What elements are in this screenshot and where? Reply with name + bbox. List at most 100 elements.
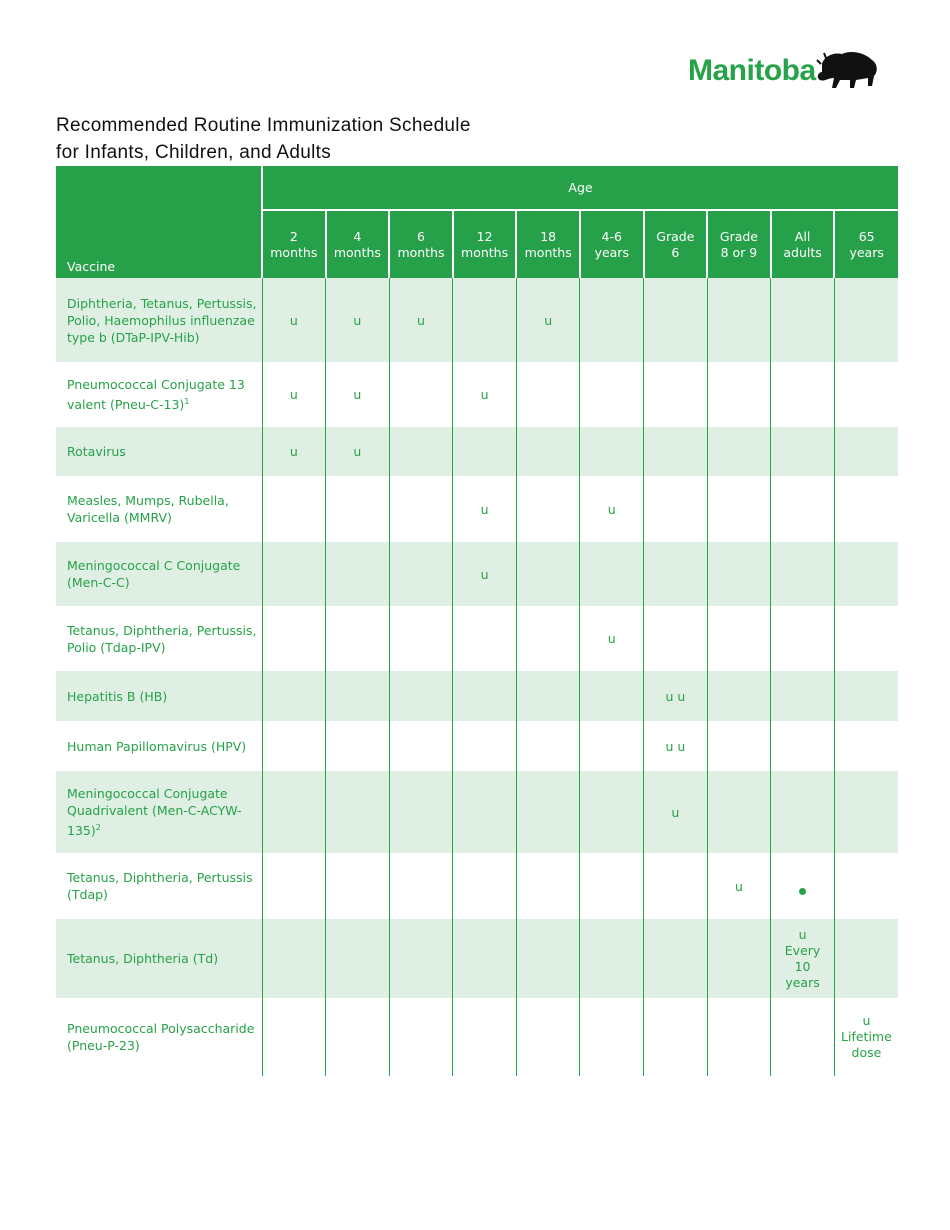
- table-row: Diphtheria, Tetanus, Pertussis, Polio, H…: [56, 278, 898, 362]
- schedule-cell: [515, 542, 580, 606]
- schedule-cell: [579, 671, 644, 721]
- schedule-cell: u: [452, 476, 517, 542]
- schedule-cell: [325, 476, 390, 542]
- schedule-cell: [452, 771, 517, 853]
- schedule-cell: [452, 853, 517, 919]
- schedule-cell: [261, 721, 326, 771]
- schedule-cell: [770, 771, 835, 853]
- schedule-cell: [579, 362, 644, 427]
- schedule-cell: [325, 919, 390, 998]
- schedule-cell: [515, 853, 580, 919]
- schedule-cell: [261, 476, 326, 542]
- schedule-cell: u: [325, 362, 390, 427]
- schedule-cell: [579, 278, 644, 362]
- table-row: Pneumococcal Conjugate 13 valent (Pneu-C…: [56, 362, 898, 427]
- schedule-cell: [452, 606, 517, 671]
- schedule-cell: [325, 853, 390, 919]
- schedule-cell: u: [325, 278, 390, 362]
- schedule-cell: [643, 919, 708, 998]
- schedule-cell: [388, 606, 453, 671]
- schedule-cell: [579, 998, 644, 1076]
- footnote-marker: 2: [95, 822, 101, 832]
- age-unit: months: [270, 244, 318, 260]
- vaccine-name: Meningococcal Conjugate Quadrivalent (Me…: [56, 771, 262, 853]
- schedule-cell: [706, 919, 771, 998]
- dose-marker: u: [480, 566, 489, 582]
- schedule-cell: [515, 362, 580, 427]
- table-row: Rotavirus u u: [56, 427, 898, 476]
- age-column-header: 12 months: [451, 210, 517, 278]
- schedule-cell: [515, 671, 580, 721]
- schedule-cell: [325, 542, 390, 606]
- schedule-cell: [515, 427, 580, 476]
- bison-icon: [815, 52, 877, 88]
- schedule-cell: [515, 771, 580, 853]
- dose-marker: u: [417, 312, 425, 328]
- vaccine-label: Measles, Mumps, Rubella, Varicella (MMRV…: [67, 493, 229, 525]
- age-unit: years: [849, 244, 884, 260]
- age-column-header: 4 months: [324, 210, 390, 278]
- schedule-cell: [770, 671, 835, 721]
- schedule-cell: u: [261, 278, 326, 362]
- schedule-cell: [388, 362, 453, 427]
- schedule-cell: [261, 853, 326, 919]
- schedule-cell: [579, 771, 644, 853]
- age-unit: months: [524, 244, 572, 260]
- schedule-cell: [388, 542, 453, 606]
- age-unit: months: [461, 244, 509, 260]
- schedule-cell: u Lifetime dose: [833, 998, 898, 1076]
- schedule-cell: u: [579, 476, 644, 542]
- schedule-cell: u: [261, 362, 326, 427]
- age-column-header: 6 months: [388, 210, 453, 278]
- vaccine-label: Diphtheria, Tetanus, Pertussis, Polio, H…: [67, 295, 257, 345]
- age-column-header: 4-6 years: [578, 210, 644, 278]
- table-row: Pneumococcal Polysaccharide (Pneu-P-23) u…: [56, 998, 898, 1076]
- table-row: Meningococcal C Conjugate (Men-C-C) u: [56, 542, 898, 606]
- age-value: 6: [417, 228, 425, 244]
- vaccine-name: Human Papillomavirus (HPV): [56, 721, 262, 771]
- dose-marker: u: [353, 444, 362, 459]
- schedule-cell: [706, 278, 771, 362]
- schedule-cell: u: [452, 362, 517, 427]
- schedule-cell: [770, 278, 835, 362]
- vaccine-name: Measles, Mumps, Rubella, Varicella (MMRV…: [56, 476, 262, 542]
- schedule-cell: u: [388, 278, 453, 362]
- age-unit: months: [397, 244, 445, 260]
- schedule-cell: [325, 671, 390, 721]
- schedule-cell: [452, 998, 517, 1076]
- schedule-cell: [452, 721, 517, 771]
- age-value: 65: [858, 228, 875, 244]
- schedule-cell: [770, 476, 835, 542]
- schedule-cell: [388, 721, 453, 771]
- schedule-cell: [770, 606, 835, 671]
- dose-marker: u u: [665, 688, 686, 704]
- age-unit: 6: [671, 244, 680, 260]
- schedule-cell: [515, 721, 580, 771]
- immunization-schedule-table: Vaccine Age 2 months 4 months 6 months 12 months 1…: [56, 166, 898, 1076]
- title-line-2: for Infants, Children, and Adults: [56, 142, 331, 163]
- schedule-cell: [833, 771, 898, 853]
- age-value: 2: [289, 228, 298, 244]
- age-column-header: 65 years: [833, 210, 898, 278]
- schedule-cell: [388, 427, 453, 476]
- dose-dot-icon: [799, 887, 807, 895]
- schedule-cell: [452, 278, 517, 362]
- schedule-cell: [261, 671, 326, 721]
- dose-marker: u: [289, 387, 298, 402]
- vaccine-label: Human Papillomavirus (HPV): [67, 738, 247, 754]
- age-value: Grade: [719, 228, 759, 244]
- schedule-cell: [833, 671, 898, 721]
- schedule-cell: [770, 853, 835, 919]
- vaccine-name: Meningococcal C Conjugate (Men-C-C): [56, 542, 262, 606]
- vaccine-name: Pneumococcal Conjugate 13 valent (Pneu-C…: [56, 362, 262, 427]
- title-line-1: Recommended Routine Immunization Schedul…: [56, 115, 471, 136]
- schedule-cell: [325, 998, 390, 1076]
- schedule-cell: [833, 606, 898, 671]
- age-value: 18: [540, 228, 557, 244]
- vaccine-name: Rotavirus: [56, 427, 262, 476]
- schedule-cell: [833, 362, 898, 427]
- dose-marker: u: [289, 444, 298, 459]
- schedule-cell: [515, 606, 580, 671]
- schedule-cell: [452, 671, 517, 721]
- schedule-cell: [643, 606, 708, 671]
